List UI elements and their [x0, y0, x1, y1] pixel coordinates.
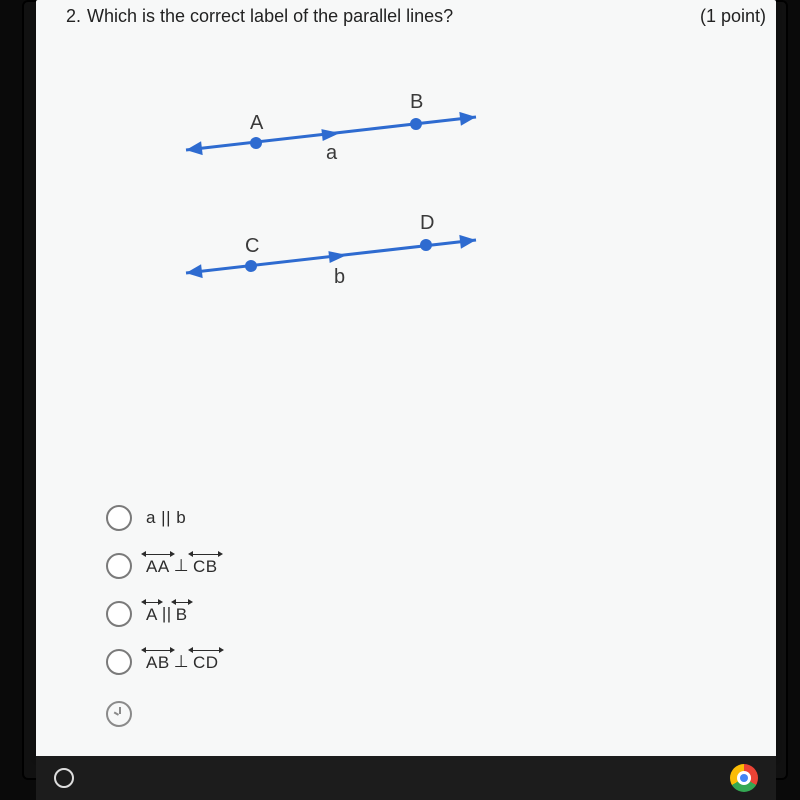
question-text: Which is the correct label of the parall… [87, 6, 694, 27]
clock-icon [106, 701, 132, 727]
answer-label: AA ⊥ CB [146, 555, 218, 577]
question-points: (1 point) [700, 6, 766, 27]
question-header: 2. Which is the correct label of the par… [36, 6, 776, 35]
svg-text:b: b [334, 266, 345, 288]
svg-text:B: B [410, 91, 423, 113]
answer-option-1[interactable]: AA ⊥ CB [106, 553, 776, 579]
question-content: A Ba C Db [36, 35, 776, 495]
quiz-screen: 2. Which is the correct label of the par… [36, 0, 776, 758]
taskbar [36, 756, 776, 800]
question-number: 2. [66, 6, 81, 27]
answer-label: a || b [146, 508, 186, 528]
svg-text:D: D [420, 212, 434, 234]
geometry-diagram: A Ba C Db [106, 55, 536, 325]
timestamp-row [36, 697, 776, 732]
chrome-icon[interactable] [730, 764, 758, 792]
radio-button[interactable] [106, 649, 132, 675]
answer-option-0[interactable]: a || b [106, 505, 776, 531]
answer-label: AB ⊥ CD [146, 651, 219, 673]
svg-text:C: C [245, 235, 259, 257]
radio-button[interactable] [106, 505, 132, 531]
svg-text:a: a [326, 142, 338, 164]
answer-label: A || B [146, 603, 188, 625]
radio-button[interactable] [106, 553, 132, 579]
nav-circle-icon[interactable] [54, 768, 74, 788]
answer-option-2[interactable]: A || B [106, 601, 776, 627]
answer-option-3[interactable]: AB ⊥ CD [106, 649, 776, 675]
radio-button[interactable] [106, 601, 132, 627]
answer-options: a || b AA ⊥ CB A || B AB ⊥ CD [36, 495, 776, 675]
svg-text:A: A [250, 112, 264, 134]
